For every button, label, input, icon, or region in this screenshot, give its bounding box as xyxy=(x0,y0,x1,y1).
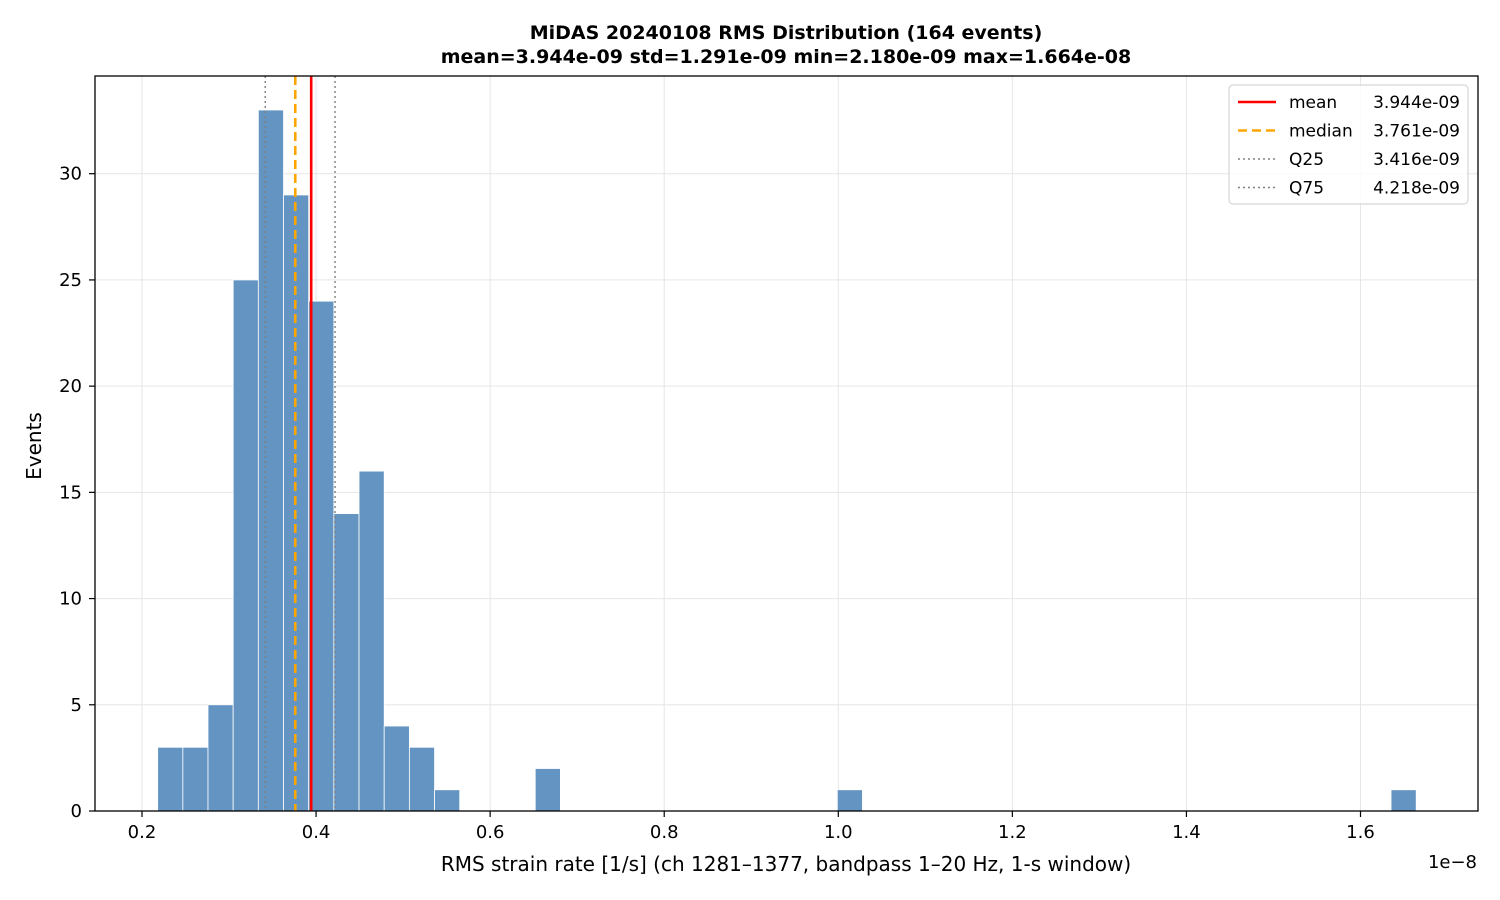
legend-value-mean: 3.944e-09 xyxy=(1373,93,1460,113)
legend-label-q75: Q75 xyxy=(1289,179,1324,199)
x-tick-label: 0.2 xyxy=(128,822,157,843)
chart-title: MiDAS 20240108 RMS Distribution (164 eve… xyxy=(530,22,1043,44)
histogram-bar xyxy=(1390,789,1417,812)
legend-value-q75: 4.218e-09 xyxy=(1373,179,1460,199)
x-tick-label: 1.2 xyxy=(998,822,1027,843)
legend-label-median: median xyxy=(1289,122,1353,142)
y-tick-label: 5 xyxy=(71,695,82,716)
legend: mean 3.944e-09 median 3.761e-09 Q25 3.416e-09… xyxy=(1228,84,1469,205)
y-tick-label: 30 xyxy=(59,164,82,185)
x-tick-label: 1.6 xyxy=(1346,822,1375,843)
y-tick-label: 20 xyxy=(59,376,82,397)
plot-area-frame xyxy=(94,75,1479,812)
legend-label-mean: mean xyxy=(1289,93,1337,113)
y-tick-label: 10 xyxy=(59,589,82,610)
x-axis-label: RMS strain rate [1/s] (ch 1281–1377, ban… xyxy=(441,852,1131,876)
histogram-bar xyxy=(408,746,435,812)
histogram-bar xyxy=(358,470,385,812)
x-axis-ticks: 0.2 0.4 0.6 0.8 1.0 1.2 1.4 1.6 xyxy=(128,811,1375,843)
histogram-bar xyxy=(182,746,209,812)
x-tick-label: 0.8 xyxy=(650,822,679,843)
legend-label-q25: Q25 xyxy=(1289,150,1324,170)
histogram-bar xyxy=(434,789,461,812)
reference-lines xyxy=(264,76,336,811)
y-tick-label: 25 xyxy=(59,270,82,291)
legend-box xyxy=(1228,84,1469,205)
histogram-bar xyxy=(207,704,234,812)
histogram-bar xyxy=(333,513,360,812)
histogram-bars xyxy=(157,109,1417,812)
chart-subtitle: mean=3.944e-09 std=1.291e-09 min=2.180e-… xyxy=(441,46,1132,68)
x-tick-label: 0.4 xyxy=(302,822,331,843)
histogram-bar xyxy=(257,109,284,812)
legend-value-q25: 3.416e-09 xyxy=(1373,150,1460,170)
histogram-bar xyxy=(157,746,184,812)
y-axis-ticks: 0 5 10 15 20 25 30 xyxy=(59,164,95,822)
x-tick-label: 1.0 xyxy=(824,822,853,843)
x-axis-offset-label: 1e−8 xyxy=(1428,852,1477,873)
histogram-bar xyxy=(232,279,259,812)
x-tick-label: 1.4 xyxy=(1172,822,1201,843)
histogram-bar xyxy=(383,725,410,812)
y-axis-label: Events xyxy=(22,412,46,480)
x-tick-label: 0.6 xyxy=(476,822,505,843)
y-tick-label: 0 xyxy=(71,801,82,822)
legend-value-median: 3.761e-09 xyxy=(1373,122,1460,142)
histogram-bar xyxy=(534,768,561,812)
histogram-bar xyxy=(836,789,863,812)
y-tick-label: 15 xyxy=(59,482,82,503)
